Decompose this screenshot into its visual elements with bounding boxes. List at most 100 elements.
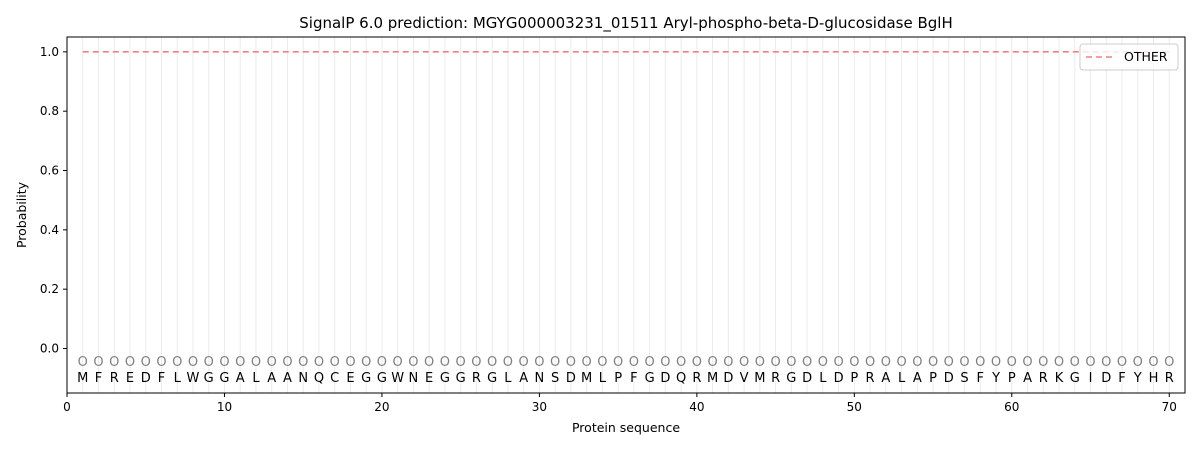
sequence-letter: Y — [1133, 371, 1142, 386]
sequence-letter: G — [645, 371, 655, 386]
region-label: O — [1085, 355, 1095, 370]
x-tick-label: 40 — [689, 400, 704, 414]
region-label: O — [1101, 355, 1111, 370]
sequence-letter: F — [158, 371, 165, 386]
sequence-letter: M — [581, 371, 592, 386]
sequence-letter: K — [1055, 371, 1064, 386]
region-label: O — [1070, 355, 1080, 370]
sequence-letter: D — [566, 371, 576, 386]
sequence-letter: G — [456, 371, 466, 386]
y-tick-label: 0.8 — [40, 104, 59, 118]
region-label: O — [991, 355, 1001, 370]
sequence-letter: L — [819, 371, 827, 386]
region-label: O — [93, 355, 103, 370]
sequence-letter: F — [95, 371, 102, 386]
region-label: O — [188, 355, 198, 370]
region-label: O — [298, 355, 308, 370]
region-label: O — [519, 355, 529, 370]
region-label: O — [503, 355, 513, 370]
sequence-letter: I — [1089, 371, 1093, 386]
sequence-letter: M — [754, 371, 765, 386]
sequence-letter: G — [1070, 371, 1080, 386]
region-label: O — [345, 355, 355, 370]
region-label: O — [849, 355, 859, 370]
sequence-letter: E — [346, 371, 354, 386]
sequence-letter: E — [425, 371, 433, 386]
sequence-letter: R — [110, 371, 119, 386]
sequence-letter: F — [1118, 371, 1125, 386]
region-label: O — [896, 355, 906, 370]
region-label: O — [865, 355, 875, 370]
sequence-letter: A — [913, 371, 922, 386]
y-axis-ticks: 0.0 0.2 0.4 0.6 0.8 1.0 — [40, 45, 67, 356]
region-label: O — [456, 355, 466, 370]
sequence-letter: G — [786, 371, 796, 386]
region-label: O — [172, 355, 182, 370]
sequence-letter: L — [504, 371, 512, 386]
region-label: O — [645, 355, 655, 370]
x-tick-label: 30 — [532, 400, 547, 414]
sequence-letter: P — [614, 371, 622, 386]
sequence-letter: R — [866, 371, 875, 386]
x-tick-label: 0 — [63, 400, 71, 414]
sequence-letter: A — [283, 371, 292, 386]
sequence-letter: M — [77, 371, 88, 386]
sequence-letter: C — [330, 371, 339, 386]
region-label: O — [818, 355, 828, 370]
region-label: O — [928, 355, 938, 370]
region-label: O — [156, 355, 166, 370]
sequence-letter: L — [898, 371, 906, 386]
sequence-letter: H — [1149, 371, 1159, 386]
sequence-letter: Y — [991, 371, 1000, 386]
region-label: O — [566, 355, 576, 370]
region-label: O — [251, 355, 261, 370]
region-label: O — [314, 355, 324, 370]
region-label: O — [1022, 355, 1032, 370]
sequence-letter: F — [630, 371, 637, 386]
sequence-letter: G — [487, 371, 497, 386]
sequence-letter: N — [298, 371, 308, 386]
x-tick-label: 10 — [217, 400, 232, 414]
x-tick-label: 70 — [1162, 400, 1177, 414]
region-label: O — [881, 355, 891, 370]
sequence-letter: A — [519, 371, 528, 386]
region-label: O — [833, 355, 843, 370]
region-label: O — [204, 355, 214, 370]
sequence-letter: D — [723, 371, 733, 386]
legend-box — [1079, 43, 1179, 71]
sequence-letter: Q — [314, 371, 324, 386]
sequence-letter: A — [236, 371, 245, 386]
x-axis-ticks: 0 10 20 30 40 50 60 70 — [63, 393, 1177, 414]
region-label: O — [141, 355, 151, 370]
sequence-letter: L — [174, 371, 182, 386]
region-label: O — [1007, 355, 1017, 370]
sequence-letter: A — [267, 371, 276, 386]
region-label: O — [975, 355, 985, 370]
y-tick-label: 0.4 — [40, 223, 59, 237]
region-label: O — [377, 355, 387, 370]
sequence-letter: P — [929, 371, 937, 386]
region-label: O — [330, 355, 340, 370]
region-label: O — [676, 355, 686, 370]
region-label: O — [408, 355, 418, 370]
sequence-letter: W — [187, 371, 200, 386]
sequence-letter: W — [391, 371, 404, 386]
sequence-letter: Q — [676, 371, 686, 386]
sequence-letter: S — [960, 371, 968, 386]
sequence-letter: D — [1101, 371, 1111, 386]
region-label: O — [692, 355, 702, 370]
sequence-letter: G — [440, 371, 450, 386]
sequence-letter: M — [707, 371, 718, 386]
region-label: O — [550, 355, 560, 370]
region-label: O — [487, 355, 497, 370]
sequence-letter: D — [802, 371, 812, 386]
legend-label-other: OTHER — [1124, 49, 1168, 64]
region-label: O — [959, 355, 969, 370]
region-label: O — [424, 355, 434, 370]
region-label: O — [393, 355, 403, 370]
sequence-letter: A — [1023, 371, 1032, 386]
region-label: O — [78, 355, 88, 370]
x-tick-label: 20 — [374, 400, 389, 414]
